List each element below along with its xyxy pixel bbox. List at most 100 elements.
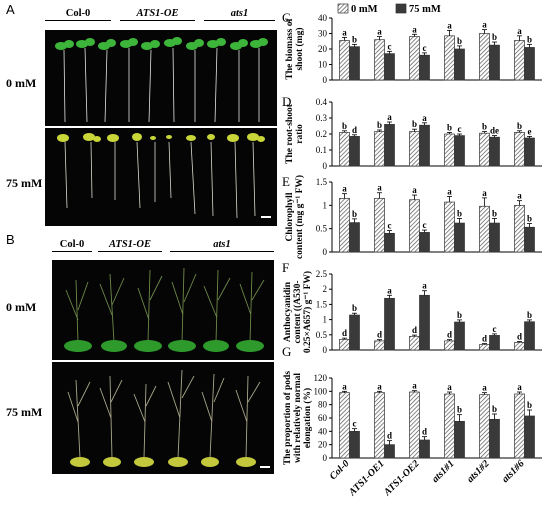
bar-75mm — [489, 418, 500, 459]
y-axis-label: with relatively normal — [293, 373, 303, 463]
bar-0mm — [374, 131, 385, 167]
y-tick-label: 0.2 — [316, 129, 327, 139]
panel-a-genotype-ats1: ats1 — [230, 8, 249, 19]
significance-letter: a — [447, 382, 452, 392]
bar-75mm — [489, 44, 500, 81]
y-tick-label: 0 — [323, 345, 328, 355]
bar-0mm — [514, 393, 525, 459]
plants-75mm-image — [67, 369, 270, 468]
bar-75mm — [349, 46, 360, 81]
significance-letter: b — [342, 121, 347, 131]
bar-75mm — [524, 47, 535, 81]
y-tick-label: 30 — [318, 29, 328, 39]
bar-0mm — [514, 132, 525, 167]
significance-letter: c — [388, 41, 392, 51]
y-axis-label: content ((A530- — [292, 280, 303, 343]
significance-letter: c — [493, 324, 497, 334]
significance-letter: c — [458, 124, 462, 134]
y-tick-label: 1.5 — [316, 177, 328, 187]
y-tick-label: 0.1 — [316, 145, 327, 155]
bar-75mm — [384, 444, 395, 459]
significance-letter: b — [527, 214, 532, 224]
y-tick-label: 100 — [314, 386, 328, 396]
y-tick-label: 0 — [323, 75, 328, 85]
bar-75mm — [419, 232, 430, 253]
bar-0mm — [409, 131, 420, 167]
bar-75mm — [454, 321, 465, 351]
bar-75mm — [454, 420, 465, 459]
x-category-label: ats1#1 — [430, 458, 457, 485]
y-axis-label: Anthocyanidin — [283, 281, 293, 342]
bar-0mm — [444, 201, 455, 253]
legend-swatch-75mm — [395, 3, 407, 14]
genotype-underline — [120, 20, 195, 21]
bar-75mm — [524, 226, 535, 253]
y-tick-label: 0 — [323, 161, 328, 171]
significance-letter: b — [447, 122, 452, 132]
significance-letter: b — [457, 405, 462, 415]
legend: 0 mM 75 mM — [337, 3, 441, 15]
panel-label-d: D — [282, 94, 291, 109]
significance-letter: a — [342, 27, 347, 37]
significance-letter: b — [352, 303, 357, 313]
y-tick-label: 60 — [318, 413, 328, 423]
bar-0mm — [374, 39, 385, 81]
panel-a-genotype-header: Col-0 ATS1-OE ats1 — [45, 8, 275, 26]
bar-75mm — [489, 136, 500, 167]
y-tick-label: 2 — [323, 284, 328, 294]
bar-0mm — [479, 205, 490, 253]
significance-letter: d — [342, 328, 347, 338]
panel-a-photo-0mm — [45, 30, 277, 126]
bar-0mm — [444, 340, 455, 351]
significance-letter: de — [490, 126, 499, 136]
significance-letter: a — [517, 191, 522, 201]
bar-0mm — [479, 394, 490, 459]
significance-letter: a — [342, 184, 347, 194]
chart-panel-e: E 0 0.5 1 1.5 Chlorophyll content (mg g⁻¹ FW) a… — [282, 174, 542, 259]
significance-letter: d — [377, 330, 382, 340]
significance-letter: a — [377, 27, 382, 37]
bar-75mm — [384, 124, 395, 167]
significance-letter: a — [447, 20, 452, 30]
legend-swatch-0mm — [337, 3, 349, 14]
significance-letter: a — [482, 188, 487, 198]
significance-letter: a — [387, 285, 392, 295]
x-category-label: ATS1-OE1 — [346, 458, 386, 498]
significance-letter: b — [492, 32, 497, 42]
y-tick-label: 80 — [318, 400, 328, 410]
significance-letter: d — [422, 427, 427, 437]
bar-0mm — [514, 342, 525, 351]
y-axis-label: shoot (mg) — [294, 27, 305, 70]
bar-0mm — [339, 132, 350, 167]
row-label-75mm-a: 75 mM — [6, 176, 43, 190]
bar-75mm — [419, 124, 430, 167]
y-tick-label: 1 — [323, 200, 328, 210]
genotype-underline — [98, 251, 162, 252]
panel-label-e: E — [282, 174, 290, 189]
significance-letter: a — [377, 381, 382, 391]
bar-0mm — [409, 36, 420, 81]
y-axis-label: content (mg g⁻¹ FW) — [294, 175, 305, 259]
bar-0mm — [339, 197, 350, 253]
y-tick-label: 0.3 — [316, 113, 328, 123]
significance-letter: a — [517, 26, 522, 36]
genotype-underline — [52, 251, 92, 252]
y-tick-label: 0 — [323, 453, 328, 463]
bar-0mm — [409, 391, 420, 459]
bar-0mm — [409, 335, 420, 351]
bar-75mm — [349, 136, 360, 167]
y-tick-label: 40 — [318, 13, 328, 23]
bar-0mm — [339, 339, 350, 351]
significance-letter: d — [352, 125, 357, 135]
bar-75mm — [524, 415, 535, 459]
chart-panel-f: F 0 0.5 1 1.5 2 2.5 Anthocyanidin content ((A530… — [282, 260, 542, 355]
seedlings-0mm-image — [55, 37, 268, 123]
bar-75mm — [384, 232, 395, 253]
y-tick-label: 2.5 — [316, 269, 328, 279]
y-tick-label: 0 — [323, 247, 328, 257]
bar-0mm — [514, 40, 525, 81]
row-label-0mm-a: 0 mM — [6, 76, 37, 90]
row-label-75mm-b: 75 mM — [6, 405, 43, 419]
